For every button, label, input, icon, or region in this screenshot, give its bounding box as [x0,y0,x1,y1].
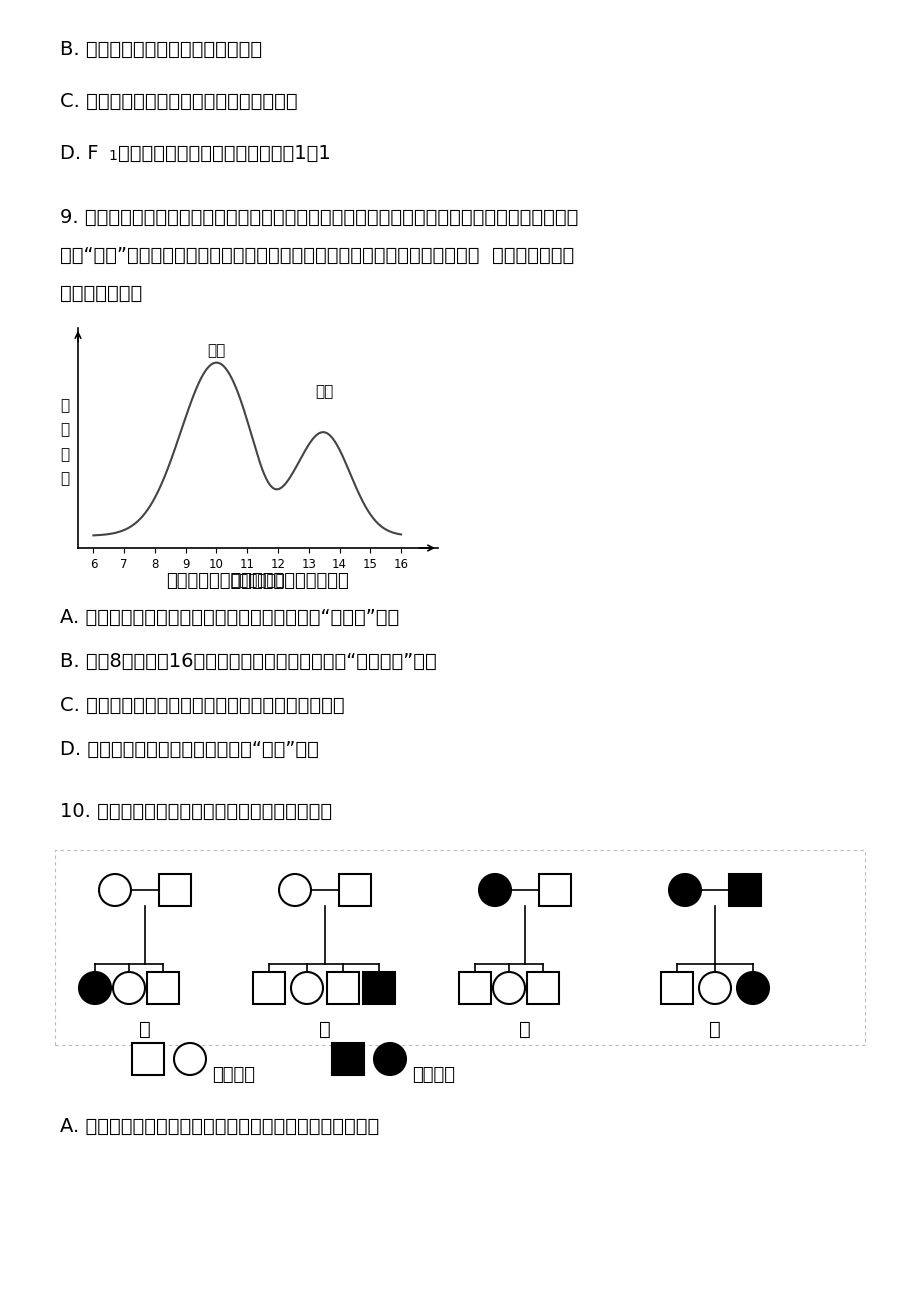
Text: 10. 下面为四个遗传系谱图，有关叙述不正确的是: 10. 下面为四个遗传系谱图，有关叙述不正确的是 [60,802,332,822]
Bar [363,973,394,1004]
Text: 次峰: 次峰 [314,384,333,400]
Bar [55,850,864,1046]
Bar [326,973,358,1004]
Text: 丙: 丙 [518,1019,530,1039]
Circle shape [79,973,111,1004]
Text: B. 上午8点和下午16点光照最强，易出现光合速率“双峰曲线”现象: B. 上午8点和下午16点光照最强，易出现光合速率“双峰曲线”现象 [60,652,437,671]
Text: C. 出现光合速率首峰和次峰时光合速率大于呼吸速率: C. 出现光合速率首峰和次峰时光合速率大于呼吸速率 [60,697,345,715]
Bar [527,973,559,1004]
Circle shape [668,874,700,906]
Circle shape [113,973,145,1004]
Circle shape [99,874,130,906]
Bar [253,973,285,1004]
Text: 正常男女: 正常男女 [211,1066,255,1085]
Circle shape [374,1043,405,1075]
Circle shape [290,973,323,1004]
Text: 光
合
速
率: 光 合 速 率 [61,397,70,487]
Text: A. 由于夏季中午温度较高，所以易出现光合速率“午高峰”现象: A. 由于夏季中午温度较高，所以易出现光合速率“午高峰”现象 [60,608,399,628]
Text: 乙: 乙 [319,1019,331,1039]
Text: 夏季柑橘日光合速率随时间变化示意图: 夏季柑橘日光合速率随时间变化示意图 [166,572,349,590]
Circle shape [698,973,731,1004]
Text: 丁: 丁 [709,1019,720,1039]
Bar [147,973,179,1004]
Text: C. 含有不同遗传因子组合的种子成活率相同: C. 含有不同遗传因子组合的种子成活率相同 [60,92,298,111]
Text: B. 含有不同遗传因子的配子随机结合: B. 含有不同遗传因子的配子随机结合 [60,40,262,59]
Circle shape [174,1043,206,1075]
Text: 首峰: 首峰 [207,344,225,358]
Text: 以及“午休”现象。根据已有知识判断，下列各项有关柑橘在夏季生长时，其光合  速率变化与实际: 以及“午休”现象。根据已有知识判断，下列各项有关柑橘在夏季生长时，其光合 速率变… [60,246,573,266]
Circle shape [278,874,311,906]
Text: 情况相符合的是: 情况相符合的是 [60,284,142,303]
X-axis label: 时间（点钟）: 时间（点钟） [231,573,285,589]
Text: D. 在阴生条件下，易出现光合速率“午休”现象: D. 在阴生条件下，易出现光合速率“午休”现象 [60,740,319,759]
Bar [332,1043,364,1075]
Text: D. F: D. F [60,145,98,163]
Bar [159,874,191,906]
Text: 1: 1 [108,148,117,163]
Text: A. 若甲和乙遗传方式一样，条件之一是乙中父亲必为携带者: A. 若甲和乙遗传方式一样，条件之一是乙中父亲必为携带者 [60,1117,379,1137]
Text: 自交时产生的雌雄配子数量之比为1：1: 自交时产生的雌雄配子数量之比为1：1 [118,145,331,163]
Bar [459,973,491,1004]
Text: 患病男女: 患病男女 [412,1066,455,1085]
Bar [539,874,571,906]
Circle shape [736,973,768,1004]
Circle shape [479,874,510,906]
Text: 甲: 甲 [139,1019,151,1039]
Bar [728,874,760,906]
Circle shape [493,973,525,1004]
Bar [660,973,692,1004]
Bar [338,874,370,906]
Text: 9. 在夏日的强烈光照、较高气温等条件下，柑橘会在上午或下午的某个时间内出现光合速率高峰、: 9. 在夏日的强烈光照、较高气温等条件下，柑橘会在上午或下午的某个时间内出现光合… [60,208,578,227]
Bar [131,1043,164,1075]
